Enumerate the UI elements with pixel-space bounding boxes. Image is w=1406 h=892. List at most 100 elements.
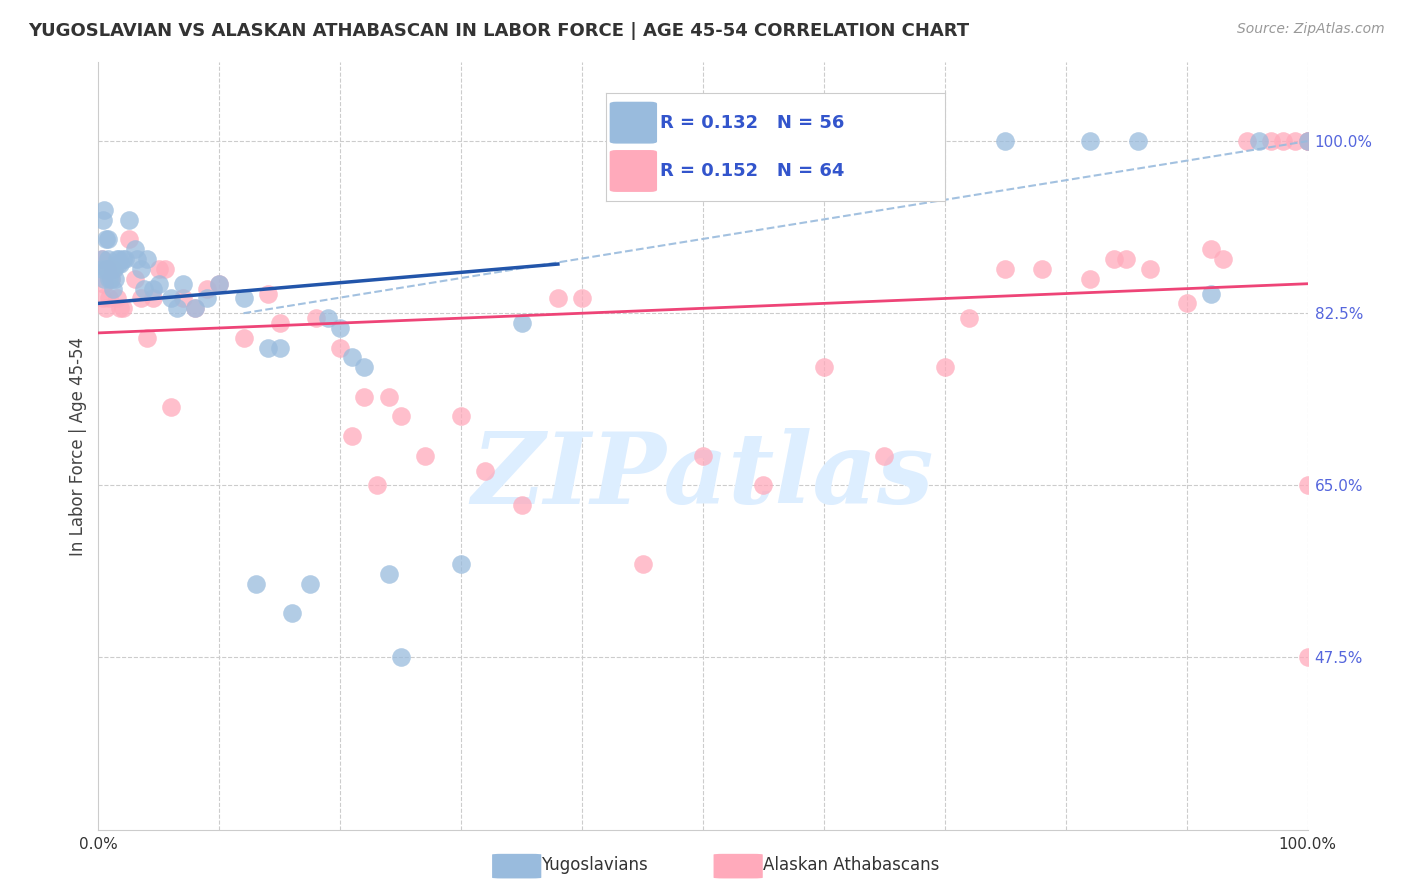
Point: [94, 301, 117, 316]
Point: [256, 286, 278, 301]
Point: [813, 360, 835, 375]
Point: [1260, 134, 1282, 148]
Point: [1249, 134, 1271, 148]
Point: [269, 341, 291, 355]
Point: [281, 606, 304, 620]
Point: [129, 292, 152, 306]
Point: [316, 311, 339, 326]
Point: [166, 301, 188, 316]
Point: [91, 262, 114, 277]
Point: [377, 390, 399, 404]
Point: [100, 272, 122, 286]
Point: [571, 292, 593, 306]
Point: [93, 202, 115, 217]
Point: [124, 272, 146, 286]
Point: [389, 650, 412, 665]
Point: [342, 351, 364, 365]
Point: [195, 282, 218, 296]
Point: [329, 341, 352, 355]
Point: [118, 212, 141, 227]
Point: [413, 449, 436, 463]
Point: [195, 292, 218, 306]
Point: [101, 262, 124, 277]
Point: [1296, 478, 1319, 492]
Point: [474, 464, 496, 478]
Point: [94, 232, 117, 246]
Point: [160, 292, 183, 306]
Point: [256, 341, 278, 355]
Point: [184, 301, 207, 316]
Point: [1284, 134, 1306, 148]
Point: [353, 390, 375, 404]
Point: [1199, 242, 1222, 256]
Point: [153, 262, 176, 277]
Point: [1078, 134, 1101, 148]
Point: [1296, 134, 1319, 148]
Point: [957, 311, 980, 326]
Point: [232, 331, 254, 345]
Point: [342, 429, 364, 443]
Point: [134, 282, 156, 296]
FancyBboxPatch shape: [713, 854, 762, 879]
Point: [129, 262, 152, 277]
Point: [510, 316, 533, 330]
Point: [1296, 134, 1319, 148]
Point: [1031, 262, 1053, 277]
Point: [97, 232, 120, 246]
Point: [105, 292, 128, 306]
Point: [450, 409, 472, 424]
Point: [98, 292, 121, 306]
Point: [450, 557, 472, 571]
Point: [135, 252, 157, 267]
Point: [104, 272, 127, 286]
Point: [108, 301, 131, 316]
FancyBboxPatch shape: [492, 854, 541, 879]
Text: Yugoslavians: Yugoslavians: [541, 856, 648, 874]
Point: [269, 316, 291, 330]
Point: [108, 257, 131, 271]
Point: [107, 257, 129, 271]
Point: [127, 252, 149, 267]
Point: [232, 292, 254, 306]
Point: [1296, 134, 1319, 148]
Point: [1139, 262, 1161, 277]
Point: [1236, 134, 1258, 148]
Text: YUGOSLAVIAN VS ALASKAN ATHABASCAN IN LABOR FORCE | AGE 45-54 CORRELATION CHART: YUGOSLAVIAN VS ALASKAN ATHABASCAN IN LAB…: [28, 22, 969, 40]
Point: [91, 252, 114, 267]
Point: [97, 252, 120, 267]
Point: [91, 292, 114, 306]
Y-axis label: In Labor Force | Age 45-54: In Labor Force | Age 45-54: [69, 336, 87, 556]
Point: [172, 292, 194, 306]
Text: ZIPatlas: ZIPatlas: [472, 428, 934, 524]
Point: [994, 134, 1017, 148]
Point: [96, 262, 118, 277]
Point: [208, 277, 231, 291]
Point: [366, 478, 388, 492]
Point: [752, 478, 775, 492]
Point: [108, 252, 131, 267]
Point: [305, 311, 328, 326]
Point: [1102, 252, 1125, 267]
Point: [160, 400, 183, 414]
Point: [934, 360, 956, 375]
Point: [208, 277, 231, 291]
Point: [100, 272, 122, 286]
Point: [93, 277, 115, 291]
Point: [93, 272, 115, 286]
Point: [148, 277, 170, 291]
Point: [111, 301, 134, 316]
Point: [98, 272, 121, 286]
Point: [142, 282, 165, 296]
Point: [329, 321, 352, 335]
Point: [1199, 286, 1222, 301]
Point: [184, 301, 207, 316]
Point: [96, 262, 118, 277]
Point: [377, 566, 399, 581]
Point: [692, 449, 714, 463]
Point: [245, 576, 267, 591]
Point: [631, 557, 654, 571]
Point: [135, 331, 157, 345]
Point: [353, 360, 375, 375]
Point: [114, 252, 136, 267]
Point: [1296, 134, 1319, 148]
